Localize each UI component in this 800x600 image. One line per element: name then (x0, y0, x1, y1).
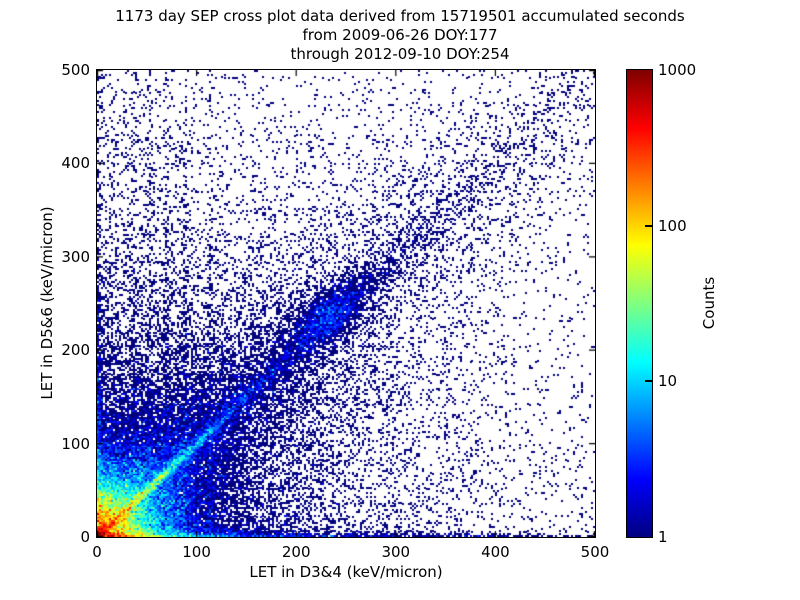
scatter-canvas (97, 70, 595, 537)
colorbar (626, 69, 653, 538)
plot-area (96, 69, 596, 538)
y-tick-label: 400 (61, 154, 90, 173)
chart-title: 1173 day SEP cross plot data derived fro… (0, 7, 800, 64)
title-line-1: 1173 day SEP cross plot data derived fro… (115, 7, 685, 25)
title-line-2: from 2009-06-26 DOY:177 (302, 26, 498, 44)
x-tick-label: 500 (580, 543, 610, 561)
colorbar-tickmark (645, 224, 652, 227)
colorbar-tick-label: 1000 (658, 61, 697, 79)
title-line-3: through 2012-09-10 DOY:254 (290, 45, 510, 63)
y-tick-label: 300 (61, 247, 90, 266)
x-tick-label: 300 (381, 543, 411, 561)
colorbar-tick-label: 10 (658, 372, 678, 391)
x-tick-label: 400 (481, 543, 510, 561)
x-tick-label: 100 (182, 543, 211, 561)
y-tick-label: 200 (61, 341, 90, 360)
colorbar-tick-label: 100 (658, 216, 687, 235)
y-tick-label: 100 (61, 434, 90, 453)
colorbar-tickmark (645, 380, 652, 383)
x-tick-label: 0 (92, 543, 102, 561)
colorbar-tick-label: 1 (658, 528, 668, 546)
x-axis-label: LET in D3&4 (keV/micron) (249, 563, 443, 581)
x-tick-label: 200 (281, 543, 311, 561)
y-tick-label: 500 (61, 61, 90, 79)
y-tick-label: 0 (80, 528, 90, 546)
colorbar-label: Counts (700, 276, 718, 330)
y-axis-label: LET in D5&6 (keV/micron) (38, 206, 56, 400)
